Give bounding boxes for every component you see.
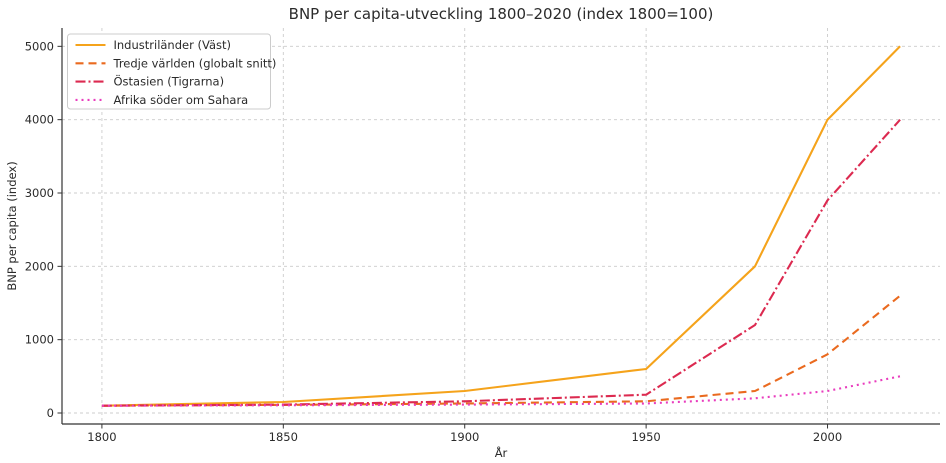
- x-tick-label: 1800: [87, 430, 116, 444]
- axes-layer: 0 1000 2000 3000 4000 5000 1800 1850 1900 1950 200…: [25, 28, 940, 444]
- legend: Industriländer (Väst) Tredje världen (glo…: [67, 33, 277, 110]
- chart-title: BNP per capita-utveckling 1800–2020 (ind…: [289, 5, 714, 23]
- legend-label: Tredje världen (globalt snitt): [113, 56, 277, 70]
- x-tick-label: 1950: [631, 430, 660, 444]
- series-line-3: [101, 375, 901, 407]
- x-tick-label: 2000: [813, 430, 842, 444]
- legend-label: Industriländer (Väst): [114, 38, 231, 52]
- y-tick-label: 1000: [25, 333, 54, 347]
- series-layer: [101, 45, 901, 407]
- y-tick-label: 2000: [25, 259, 54, 273]
- series-line-2: [101, 118, 901, 407]
- x-tick-label: 1900: [450, 430, 479, 444]
- legend-box: [67, 33, 271, 110]
- legend-label: Afrika söder om Sahara: [114, 93, 249, 107]
- y-tick-label: 3000: [25, 186, 54, 200]
- y-tick-label: 0: [47, 406, 54, 420]
- y-tick-label: 4000: [25, 113, 54, 127]
- y-tick-label: 5000: [25, 39, 54, 53]
- x-tick-label: 1850: [269, 430, 298, 444]
- series-line-1: [101, 294, 901, 407]
- series-line-0: [101, 45, 901, 407]
- grid-layer: [62, 28, 940, 424]
- legend-label: Östasien (Tigrarna): [114, 73, 225, 89]
- y-axis-label: BNP per capita (index): [5, 161, 19, 290]
- x-axis-label: År: [495, 445, 508, 460]
